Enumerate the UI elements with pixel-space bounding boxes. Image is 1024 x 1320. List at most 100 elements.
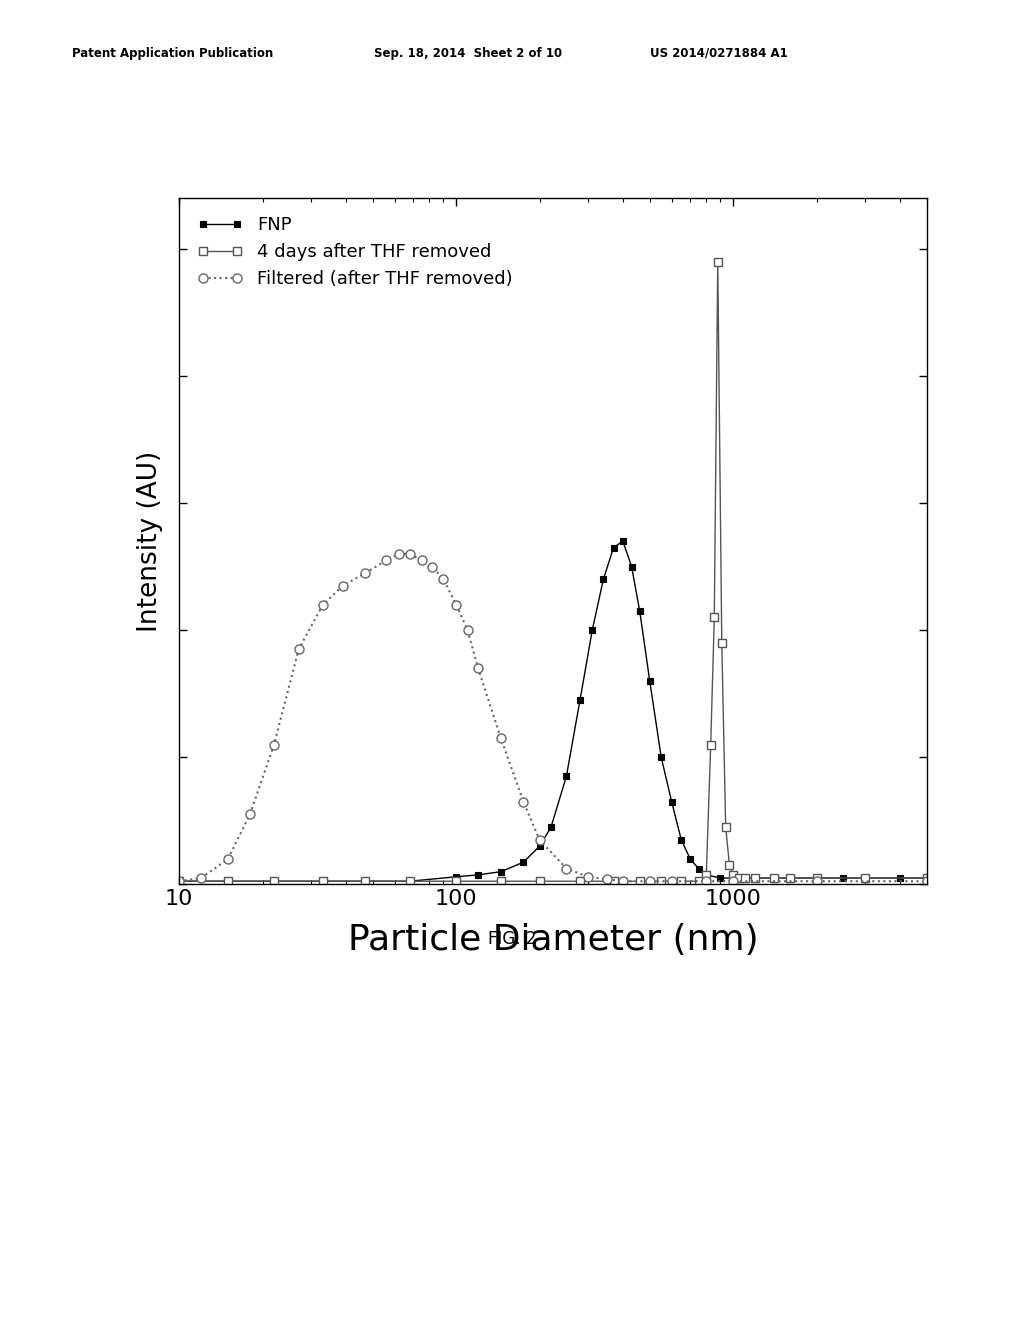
FNP (534, 838, 546, 854)
FNP (403, 874, 416, 890)
4 days after THF removed (316, 874, 329, 890)
FNP (222, 874, 234, 890)
FNP (607, 540, 620, 556)
Filtered (after THF removed) (495, 730, 507, 746)
4 days after THF removed (268, 874, 281, 890)
4 days after THF removed (723, 858, 735, 874)
4 days after THF removed (921, 870, 933, 886)
4 days after THF removed (738, 870, 751, 886)
4 days after THF removed (675, 874, 687, 890)
FNP (573, 692, 586, 708)
FNP (560, 768, 572, 784)
Text: Sep. 18, 2014  Sheet 2 of 10: Sep. 18, 2014 Sheet 2 of 10 (374, 46, 562, 59)
4 days after THF removed (810, 870, 822, 886)
4 days after THF removed (655, 874, 668, 890)
Line: Filtered (after THF removed): Filtered (after THF removed) (175, 549, 931, 886)
4 days after THF removed (709, 610, 721, 626)
4 days after THF removed (720, 820, 732, 836)
FNP (495, 863, 507, 879)
FNP (684, 851, 696, 867)
Filtered (after THF removed) (810, 874, 822, 890)
Filtered (after THF removed) (644, 874, 656, 890)
FNP (472, 867, 484, 883)
FNP (626, 558, 638, 574)
FNP (749, 870, 761, 886)
Filtered (after THF removed) (583, 869, 595, 884)
Line: FNP: FNP (176, 539, 930, 884)
Filtered (after THF removed) (268, 737, 281, 752)
FNP (173, 874, 185, 890)
FNP (838, 870, 850, 886)
Filtered (after THF removed) (403, 546, 416, 562)
Legend: FNP, 4 days after THF removed, Filtered (after THF removed): FNP, 4 days after THF removed, Filtered … (188, 207, 521, 297)
4 days after THF removed (573, 874, 586, 890)
Filtered (after THF removed) (426, 558, 438, 574)
4 days after THF removed (700, 867, 713, 883)
4 days after THF removed (705, 737, 717, 752)
Filtered (after THF removed) (472, 660, 484, 676)
Filtered (after THF removed) (462, 622, 474, 638)
Filtered (after THF removed) (337, 578, 349, 594)
Filtered (after THF removed) (293, 642, 305, 657)
FNP (921, 870, 933, 886)
Y-axis label: Intensity (AU): Intensity (AU) (137, 450, 163, 632)
4 days after THF removed (727, 867, 739, 883)
Filtered (after THF removed) (244, 807, 256, 822)
FNP (644, 673, 656, 689)
4 days after THF removed (712, 253, 724, 269)
Filtered (after THF removed) (727, 874, 739, 890)
4 days after THF removed (403, 874, 416, 890)
FNP (692, 861, 705, 876)
X-axis label: Particle Diameter (nm): Particle Diameter (nm) (347, 923, 759, 957)
FNP (586, 622, 598, 638)
Filtered (after THF removed) (534, 832, 546, 847)
FNP (634, 603, 646, 619)
FNP (597, 572, 609, 587)
FNP (859, 870, 871, 886)
4 days after THF removed (450, 874, 462, 890)
Filtered (after THF removed) (517, 793, 529, 809)
4 days after THF removed (173, 874, 185, 890)
FNP (450, 869, 462, 884)
4 days after THF removed (749, 870, 761, 886)
4 days after THF removed (692, 874, 705, 890)
Filtered (after THF removed) (416, 552, 428, 568)
4 days after THF removed (859, 870, 871, 886)
FNP (715, 870, 727, 886)
Text: FIG. 2: FIG. 2 (487, 929, 537, 948)
FNP (894, 870, 906, 886)
Filtered (after THF removed) (616, 874, 629, 890)
Filtered (after THF removed) (195, 870, 207, 886)
4 days after THF removed (716, 635, 728, 651)
Filtered (after THF removed) (560, 861, 572, 876)
FNP (359, 874, 372, 890)
Filtered (after THF removed) (392, 546, 404, 562)
Filtered (after THF removed) (173, 874, 185, 890)
FNP (700, 867, 713, 883)
FNP (666, 793, 678, 809)
FNP (675, 832, 687, 847)
4 days after THF removed (634, 874, 646, 890)
Filtered (after THF removed) (450, 597, 462, 612)
Filtered (after THF removed) (380, 552, 392, 568)
Filtered (after THF removed) (222, 851, 234, 867)
FNP (783, 870, 796, 886)
Filtered (after THF removed) (437, 572, 450, 587)
4 days after THF removed (495, 874, 507, 890)
FNP (545, 820, 557, 836)
4 days after THF removed (534, 874, 546, 890)
Filtered (after THF removed) (666, 874, 678, 890)
4 days after THF removed (783, 870, 796, 886)
FNP (727, 870, 739, 886)
FNP (655, 750, 668, 766)
Text: US 2014/0271884 A1: US 2014/0271884 A1 (650, 46, 788, 59)
4 days after THF removed (767, 870, 779, 886)
FNP (810, 870, 822, 886)
Filtered (after THF removed) (921, 874, 933, 890)
Filtered (after THF removed) (316, 597, 329, 612)
Filtered (after THF removed) (359, 565, 372, 581)
FNP (268, 874, 281, 890)
4 days after THF removed (733, 870, 745, 886)
Text: Patent Application Publication: Patent Application Publication (72, 46, 273, 59)
Filtered (after THF removed) (601, 871, 613, 887)
